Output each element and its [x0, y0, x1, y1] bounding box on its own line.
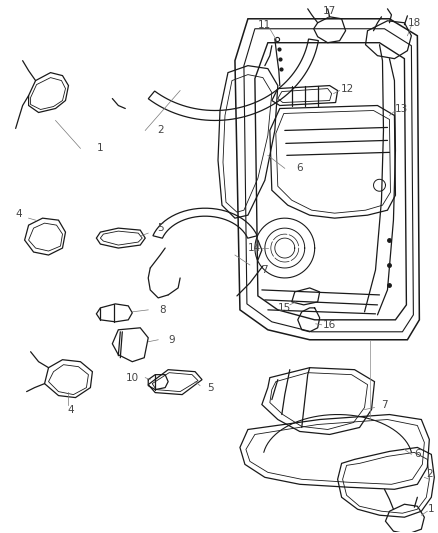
Text: 7: 7 [381, 400, 388, 409]
Text: 5: 5 [157, 223, 163, 233]
Text: 11: 11 [258, 20, 272, 30]
Text: 6: 6 [414, 449, 420, 459]
Text: 2: 2 [426, 470, 433, 479]
Text: 14: 14 [248, 243, 261, 253]
Text: 7: 7 [261, 265, 268, 275]
Text: 13: 13 [395, 103, 408, 114]
Text: 4: 4 [15, 209, 22, 219]
Text: 17: 17 [323, 6, 336, 16]
Text: 4: 4 [67, 405, 74, 415]
Text: 1: 1 [428, 504, 434, 514]
Text: 12: 12 [341, 84, 354, 94]
Text: 2: 2 [157, 125, 163, 135]
Text: 1: 1 [97, 143, 104, 154]
Text: 15: 15 [278, 303, 291, 313]
Text: 18: 18 [408, 18, 421, 28]
Text: 5: 5 [207, 383, 213, 393]
Text: 10: 10 [126, 373, 139, 383]
Text: 9: 9 [169, 335, 176, 345]
Text: 8: 8 [159, 305, 166, 315]
Text: 6: 6 [297, 163, 303, 173]
Text: 16: 16 [323, 320, 336, 330]
